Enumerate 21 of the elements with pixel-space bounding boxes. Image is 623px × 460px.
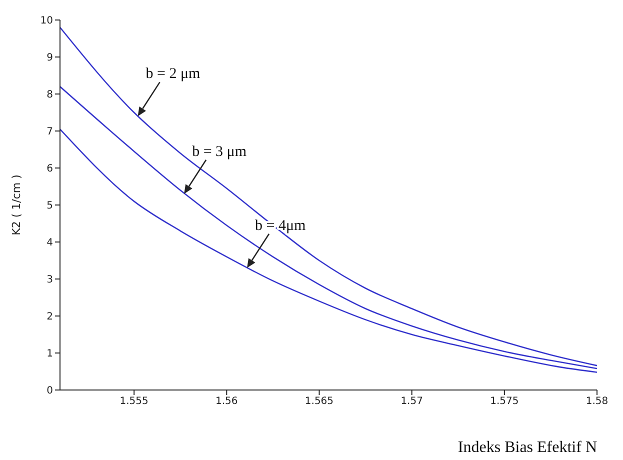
y-tick-label: 6	[46, 164, 53, 175]
x-tick-label: 1.575	[490, 396, 519, 408]
y-tick-label: 10	[40, 16, 53, 27]
annotation: b = 2 μm	[146, 66, 201, 82]
x-tick-label: 1.56	[216, 396, 238, 408]
x-tick-label: 1.555	[120, 396, 148, 408]
y-tick-label: 7	[46, 126, 53, 138]
x-tick-label: 1.57	[400, 396, 423, 408]
x-tick-label: 1.565	[304, 396, 334, 408]
y-tick-label: 9	[46, 52, 53, 64]
annotation: b = 3 μm	[192, 144, 247, 160]
y-tick-label: 5	[46, 200, 53, 212]
y-tick-label: 1	[46, 348, 53, 360]
y-tick-label: 2	[46, 312, 53, 323]
y-tick-label: 3	[46, 274, 53, 286]
y-axis-title: K2 ( 1/cm )	[10, 174, 23, 236]
x-axis-title: Indeks Bias Efektif N	[458, 439, 598, 456]
y-tick-label: 4	[46, 238, 53, 249]
x-tick-label: 1.58	[586, 396, 608, 408]
y-tick-label: 0	[46, 386, 53, 397]
y-tick-label: 8	[46, 90, 53, 101]
